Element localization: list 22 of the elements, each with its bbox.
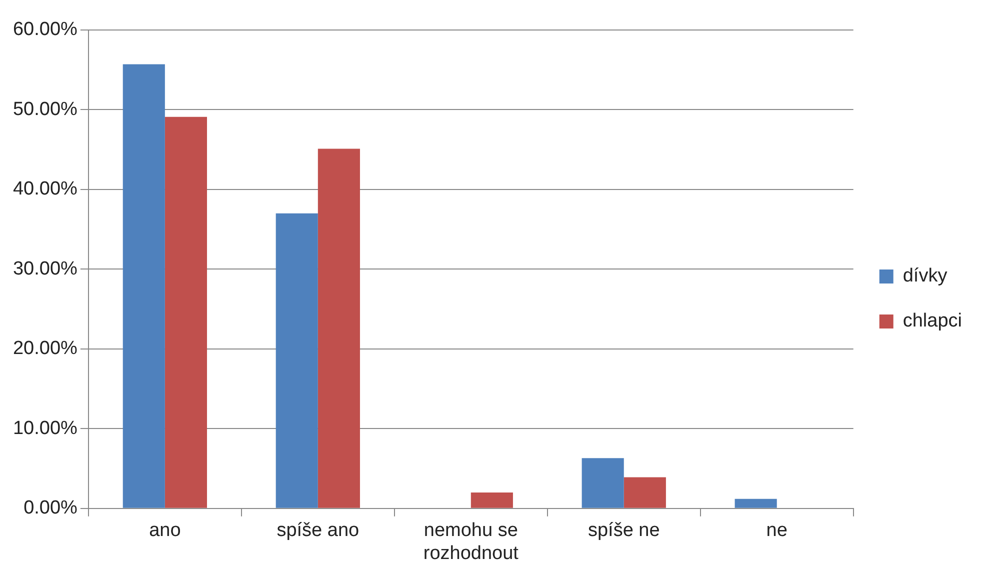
legend-label: dívky bbox=[902, 266, 948, 287]
y-tick-label: 10.00% bbox=[12, 418, 78, 439]
y-tick-label: 50.00% bbox=[12, 98, 78, 120]
y-tick-label: 60.00% bbox=[12, 19, 78, 40]
y-tick-label: 20.00% bbox=[12, 338, 78, 360]
x-tick-label: ne bbox=[766, 520, 788, 542]
bar bbox=[318, 148, 360, 508]
x-tick-label: spíše ne bbox=[588, 520, 660, 542]
bar bbox=[734, 498, 777, 508]
x-tick-label: ano bbox=[149, 520, 181, 542]
bar bbox=[276, 213, 318, 508]
y-tick-label: 40.00% bbox=[12, 178, 78, 200]
legend-label: chlapci bbox=[902, 310, 962, 332]
bar bbox=[624, 477, 666, 508]
x-tick-label: spíše ano bbox=[276, 520, 360, 542]
bar bbox=[164, 116, 208, 508]
y-tick-label: 30.00% bbox=[12, 258, 78, 280]
y-tick-label: 0.00% bbox=[24, 498, 78, 519]
bar bbox=[122, 64, 165, 508]
bar bbox=[582, 458, 624, 508]
x-tick-label: nemohu se rozhodnout bbox=[423, 520, 520, 564]
bar bbox=[470, 492, 513, 508]
